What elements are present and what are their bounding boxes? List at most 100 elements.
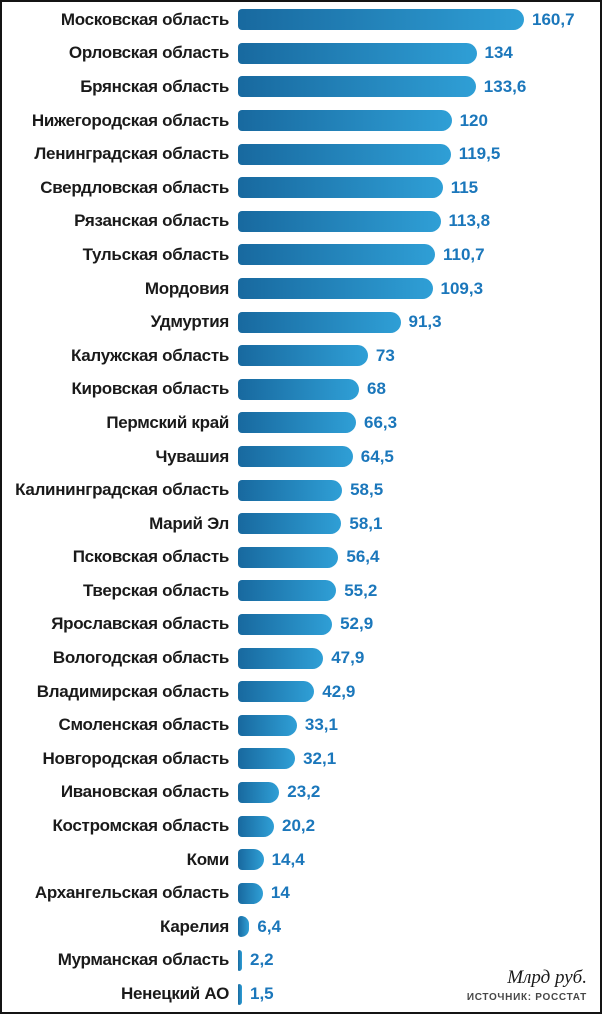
chart-row: Владимирская область 42,9 — [2, 675, 600, 709]
bar-track: 120 — [238, 110, 600, 132]
chart-footer: Млрд руб. ИСТОЧНИК: РОССТАТ — [466, 967, 587, 1003]
value-label: 119,5 — [458, 144, 501, 164]
value-label: 73 — [375, 345, 395, 365]
category-label: Мурманская область — [57, 950, 230, 970]
bar-track: 133,6 — [238, 76, 600, 98]
chart-row: Орловская область 134 — [2, 37, 600, 71]
bar — [238, 177, 443, 199]
bar-track: 58,1 — [238, 513, 600, 535]
chart-row: Псковская область 56,4 — [2, 541, 600, 575]
bar-track: 14,4 — [238, 849, 600, 871]
category-label: Тульская область — [82, 244, 230, 264]
value-label: 14,4 — [271, 849, 305, 869]
chart-row: Московская область 160,7 — [2, 3, 600, 37]
value-label: 64,5 — [360, 446, 394, 466]
chart-row: Пермский край 66,3 — [2, 406, 600, 440]
chart-row: Кировская область 68 — [2, 373, 600, 407]
value-label: 113,8 — [448, 211, 491, 231]
bar-track: 134 — [238, 42, 600, 64]
bar — [238, 479, 343, 501]
bar — [238, 345, 368, 367]
value-label: 115 — [450, 177, 479, 197]
bar — [238, 580, 337, 602]
category-label: Владимирская область — [36, 681, 230, 701]
bar-track: 110,7 — [238, 244, 600, 266]
bar — [238, 613, 333, 635]
bar-track: 33,1 — [238, 714, 600, 736]
value-label: 56,4 — [346, 547, 380, 567]
chart-row: Рязанская область 113,8 — [2, 205, 600, 239]
chart-row: Брянская область 133,6 — [2, 70, 600, 104]
bar — [238, 244, 435, 266]
bar-track: 1,5 — [238, 983, 600, 1005]
category-label: Ярославская область — [51, 614, 229, 634]
value-label: 66,3 — [364, 412, 398, 432]
category-label: Орловская область — [68, 43, 229, 63]
category-label: Калининградская область — [15, 480, 229, 500]
value-label: 33,1 — [304, 715, 338, 735]
bar-track: 66,3 — [238, 412, 600, 434]
chart-row: Марий Эл 58,1 — [2, 507, 600, 541]
value-label: 14 — [270, 883, 290, 903]
chart-row: Ленинградская область 119,5 — [2, 137, 600, 171]
value-label: 32,1 — [303, 748, 337, 768]
value-label: 134 — [484, 43, 513, 63]
source-label: ИСТОЧНИК: РОССТАТ — [466, 992, 587, 1003]
bar-track: 115 — [238, 177, 600, 199]
bar — [238, 278, 433, 300]
bar-track: 14 — [238, 882, 600, 904]
bar-track: 160,7 — [238, 9, 600, 31]
chart-row: Архангельская область 14 — [2, 876, 600, 910]
bar — [238, 513, 342, 535]
bar — [238, 210, 441, 232]
value-label: 42,9 — [322, 681, 356, 701]
chart-row: Тульская область 110,7 — [2, 238, 600, 272]
bar — [238, 681, 315, 703]
category-label: Тверская область — [82, 580, 229, 600]
bar-track: 23,2 — [238, 781, 600, 803]
chart-row: Мордовия 109,3 — [2, 272, 600, 306]
bar-track: 56,4 — [238, 546, 600, 568]
bar-track: 91,3 — [238, 311, 600, 333]
value-label: 47,9 — [331, 648, 365, 668]
bar-track: 6,4 — [238, 916, 600, 938]
bar — [238, 849, 264, 871]
category-label: Ленинградская область — [34, 144, 229, 164]
bar-track: 32,1 — [238, 748, 600, 770]
bar — [238, 378, 359, 400]
bar — [238, 143, 451, 165]
category-label: Вологодская область — [52, 648, 229, 668]
category-label: Смоленская область — [58, 715, 230, 735]
bar-track: 73 — [238, 345, 600, 367]
bar — [238, 916, 250, 938]
bar-track: 68 — [238, 378, 600, 400]
bar — [238, 781, 280, 803]
value-label: 91,3 — [408, 312, 442, 332]
bar-track: 20,2 — [238, 815, 600, 837]
value-label: 58,1 — [349, 513, 383, 533]
bar — [238, 76, 476, 98]
category-label: Нижегородская область — [31, 110, 229, 130]
chart-row: Чувашия 64,5 — [2, 440, 600, 474]
bar — [238, 983, 242, 1005]
bar — [238, 546, 339, 568]
bar — [238, 311, 401, 333]
chart-row: Ярославская область 52,9 — [2, 608, 600, 642]
value-label: 6,4 — [257, 916, 282, 936]
value-label: 52,9 — [340, 614, 374, 634]
bar-track: 58,5 — [238, 479, 600, 501]
category-label: Костромская область — [52, 816, 229, 836]
value-label: 20,2 — [282, 816, 316, 836]
bar — [238, 110, 452, 132]
chart-row: Удмуртия 91,3 — [2, 305, 600, 339]
value-label: 133,6 — [483, 76, 527, 96]
category-label: Калужская область — [70, 345, 229, 365]
category-label: Архангельская область — [34, 883, 229, 903]
value-label: 110,7 — [443, 244, 485, 264]
category-label: Удмуртия — [150, 312, 230, 332]
chart-row: Карелия 6,4 — [2, 910, 600, 944]
category-label: Коми — [186, 849, 230, 869]
value-label: 2,2 — [250, 950, 274, 970]
bar — [238, 949, 242, 971]
value-label: 58,5 — [350, 480, 384, 500]
